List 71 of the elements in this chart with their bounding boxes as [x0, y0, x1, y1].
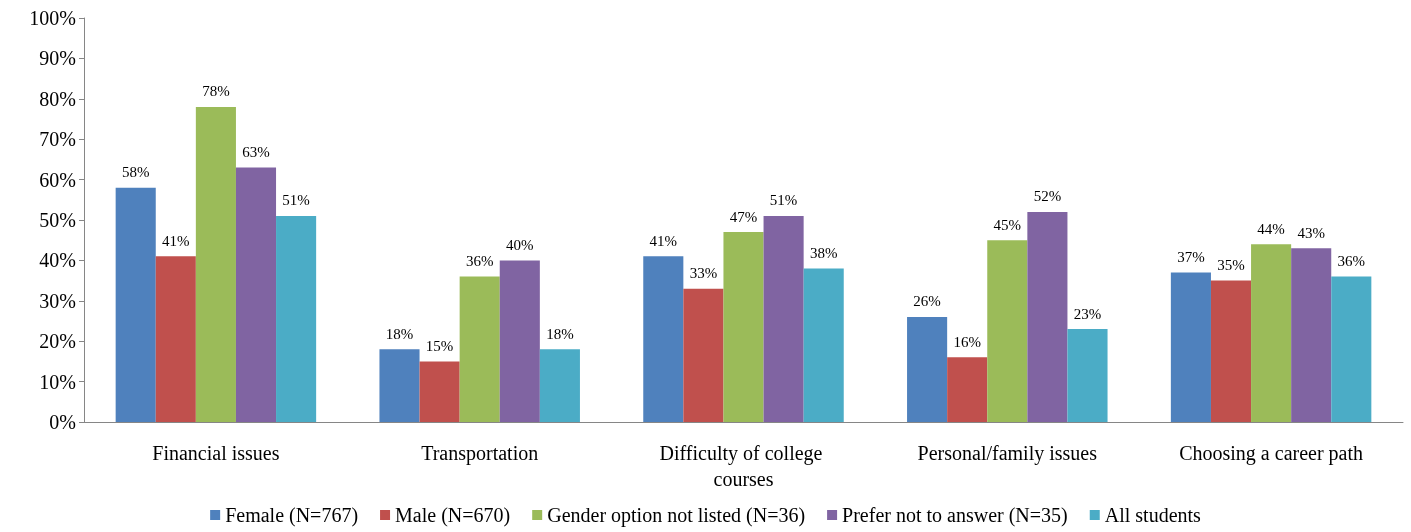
- bar: [1170, 272, 1211, 422]
- bar: [1067, 329, 1108, 422]
- bar: [643, 256, 684, 422]
- bar: [235, 167, 277, 422]
- legend-label: Gender option not listed (N=36): [547, 504, 806, 527]
- data-label: 47%: [729, 208, 758, 225]
- data-label: 52%: [1033, 188, 1062, 205]
- bar: [683, 288, 724, 422]
- bar: [1027, 211, 1068, 422]
- bar: [1291, 248, 1332, 422]
- data-label: 36%: [465, 253, 494, 270]
- data-label: 41%: [162, 232, 190, 249]
- data-label: 41%: [649, 232, 678, 249]
- data-label: 51%: [769, 192, 798, 209]
- bar: [907, 316, 948, 422]
- bar: [115, 187, 156, 422]
- data-label: 23%: [1073, 305, 1102, 322]
- data-label: 36%: [1337, 253, 1366, 270]
- y-tick-label: 50%: [39, 209, 76, 231]
- bar: [276, 215, 317, 422]
- data-label: 44%: [1257, 220, 1285, 237]
- y-tick-label: 90%: [39, 47, 76, 70]
- data-label: 26%: [913, 293, 941, 310]
- bar: [539, 349, 580, 422]
- data-label: 63%: [242, 143, 270, 160]
- y-tick-label: 70%: [39, 128, 76, 151]
- bar: [763, 215, 804, 422]
- x-tick-label: Personal/family issues: [917, 442, 1098, 465]
- bar: [803, 268, 844, 422]
- bar: [947, 357, 988, 422]
- data-label: 43%: [1297, 224, 1325, 241]
- bar: [1210, 280, 1252, 422]
- legend-label: Female (N=767): [225, 504, 359, 527]
- x-tick-label: Difficulty of college courses: [659, 442, 828, 490]
- data-label: 37%: [1177, 249, 1205, 266]
- data-label: 33%: [689, 265, 718, 282]
- data-label: 51%: [282, 192, 310, 209]
- data-label: 40%: [506, 236, 534, 253]
- legend-label: All students: [1104, 504, 1202, 526]
- data-label: 35%: [1217, 257, 1245, 274]
- x-tick-label: Transportation: [421, 442, 539, 465]
- x-tick-label: Financial issues: [152, 442, 280, 464]
- y-tick-label: 10%: [39, 370, 76, 393]
- y-tick-label: 80%: [39, 87, 76, 110]
- data-label: 15%: [425, 337, 454, 354]
- bar: [1251, 244, 1292, 422]
- bar: [1331, 276, 1372, 422]
- bar: [379, 349, 420, 422]
- y-tick-label: 30%: [39, 289, 76, 312]
- bar: [419, 361, 460, 422]
- data-label: 16%: [953, 333, 981, 350]
- y-tick-label: 40%: [39, 249, 76, 272]
- data-label: 78%: [202, 83, 230, 100]
- bar: [195, 106, 236, 422]
- legend-label: Prefer not to answer (N=35): [842, 504, 1068, 527]
- data-label: 18%: [385, 325, 414, 342]
- data-label: 38%: [809, 244, 838, 261]
- legend-label: Male (N=670): [395, 504, 511, 527]
- bar: [723, 232, 764, 422]
- data-label: 45%: [993, 216, 1022, 233]
- data-label: 18%: [546, 325, 574, 342]
- bar: [155, 256, 196, 422]
- bar: [459, 276, 500, 422]
- y-tick-label: 20%: [39, 330, 76, 353]
- y-tick-label: 100%: [29, 7, 76, 29]
- x-tick-label: Choosing a career path: [1179, 442, 1364, 465]
- bar: [499, 260, 540, 422]
- bar: [987, 240, 1028, 422]
- y-tick-label: 60%: [39, 168, 76, 191]
- y-tick-label: 0%: [49, 411, 76, 433]
- data-label: 58%: [121, 164, 150, 181]
